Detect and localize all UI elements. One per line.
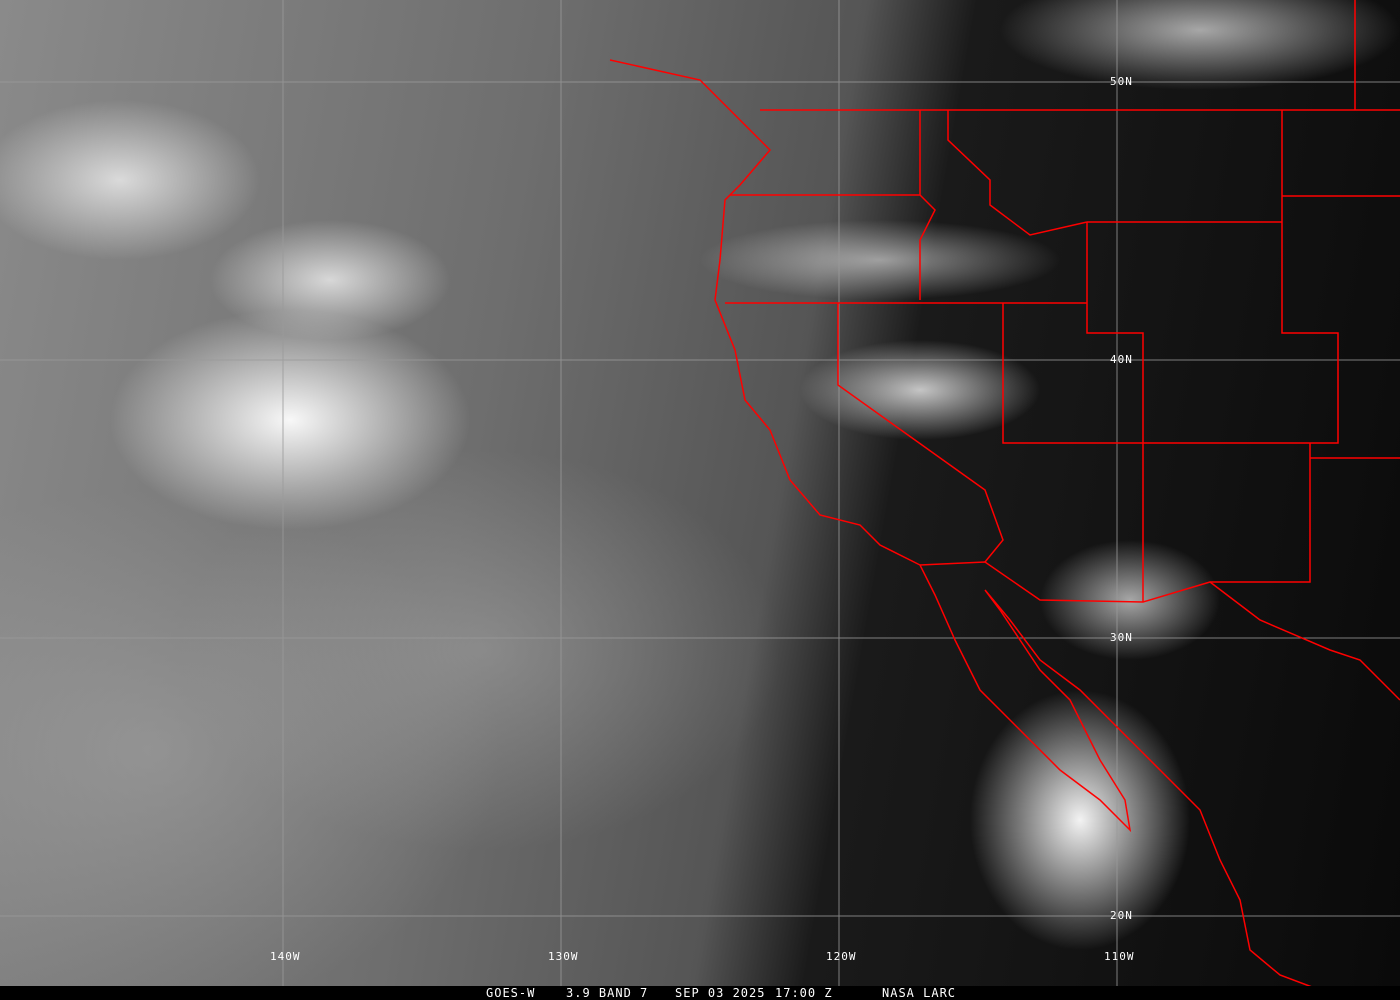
- lon-label-110w: 110W: [1104, 950, 1135, 963]
- channel: 3.9 BAND 7: [566, 986, 649, 1000]
- time: 17:00 Z: [775, 986, 833, 1000]
- lat-label-20n: 20N: [1110, 909, 1133, 922]
- west-coast-outline: [609, 59, 1321, 991]
- date: SEP 03 2025: [675, 986, 766, 1000]
- lat-label-50n: 50N: [1110, 75, 1133, 88]
- lon-label-120w: 120W: [826, 950, 857, 963]
- lon-label-140w: 140W: [270, 950, 301, 963]
- lon-label-130w: 130W: [548, 950, 579, 963]
- lat-label-30n: 30N: [1110, 631, 1133, 644]
- image-caption-bar: GOES-W 3.9 BAND 7 SEP 03 2025 17:00 Z NA…: [0, 986, 1400, 1000]
- lat-label-40n: 40N: [1110, 353, 1133, 366]
- satellite-name: GOES-W: [486, 986, 536, 1000]
- mexico-border: [919, 561, 1400, 701]
- state-borders: [725, 0, 1400, 602]
- source: NASA LARC: [882, 986, 957, 1000]
